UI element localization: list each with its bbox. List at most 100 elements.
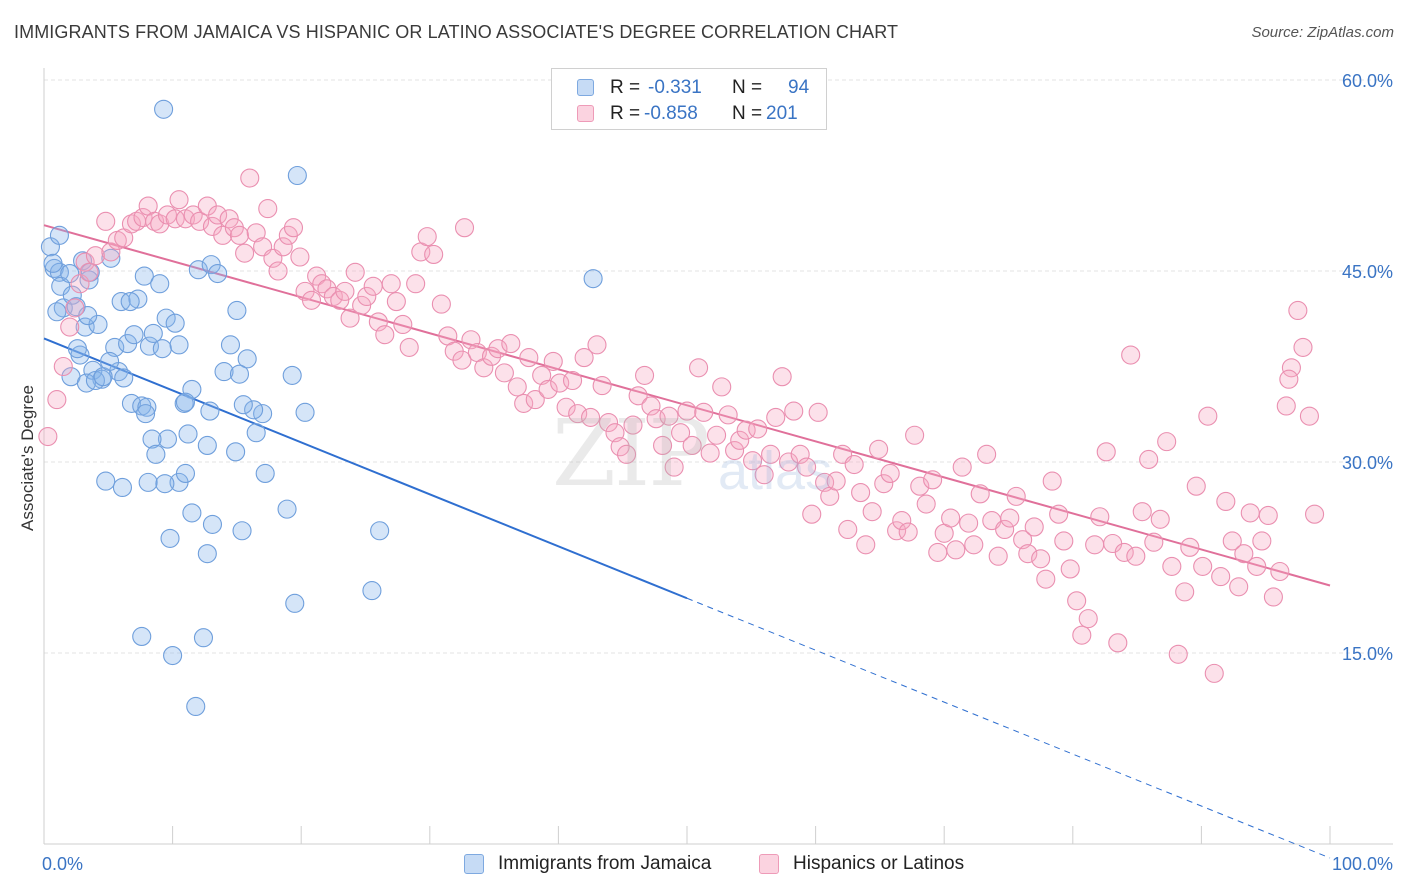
data-point-jamaica xyxy=(244,400,264,420)
data-point-hispanic xyxy=(1006,486,1026,506)
data-point-hispanic xyxy=(532,365,552,385)
data-point-hispanic xyxy=(761,444,781,464)
data-point-jamaica xyxy=(174,393,194,413)
data-point-hispanic xyxy=(330,290,350,310)
y-axis-label: Associate's Degree xyxy=(18,385,37,531)
data-point-hispanic xyxy=(694,402,714,422)
data-point-hispanic xyxy=(406,274,426,294)
data-point-jamaica xyxy=(128,289,148,309)
data-point-hispanic xyxy=(1121,345,1141,365)
data-point-hispanic xyxy=(208,205,228,225)
data-point-hispanic xyxy=(1247,556,1267,576)
data-point-hispanic xyxy=(65,298,85,318)
data-point-hispanic xyxy=(488,339,508,359)
data-point-hispanic xyxy=(543,351,563,371)
data-point-hispanic xyxy=(375,325,395,345)
data-point-hispanic xyxy=(797,457,817,477)
data-point-hispanic xyxy=(79,262,99,282)
data-point-jamaica xyxy=(157,429,178,449)
data-point-jamaica xyxy=(169,335,189,355)
data-point-jamaica xyxy=(202,514,223,534)
watermark-atlas: atlas xyxy=(718,441,833,501)
x-tick-label: 100.0% xyxy=(1332,854,1393,874)
data-point-jamaica xyxy=(583,269,603,289)
data-point-hispanic xyxy=(1132,502,1152,522)
data-point-jamaica xyxy=(182,503,202,523)
data-point-hispanic xyxy=(988,546,1008,566)
data-point-hispanic xyxy=(617,444,637,464)
data-point-jamaica xyxy=(96,471,116,491)
legend-row-hispanic: R = -0.858 N = 201 xyxy=(552,101,826,127)
data-point-hispanic xyxy=(808,402,828,422)
data-point-jamaica xyxy=(175,392,196,412)
data-point-hispanic xyxy=(1288,300,1308,321)
data-point-jamaica xyxy=(188,260,208,280)
data-point-hispanic xyxy=(283,218,304,238)
data-point-hispanic xyxy=(754,465,774,485)
data-point-jamaica xyxy=(233,395,253,415)
data-point-hispanic xyxy=(1299,406,1319,426)
data-point-hispanic xyxy=(592,376,612,396)
data-point-hispanic xyxy=(301,290,322,310)
data-point-jamaica xyxy=(120,292,140,312)
data-point-hispanic xyxy=(246,223,266,243)
data-point-hispanic xyxy=(85,246,105,266)
data-point-jamaica xyxy=(193,628,214,648)
legend-n-value: 201 xyxy=(766,103,798,124)
data-point-hispanic xyxy=(1024,517,1044,537)
data-point-jamaica xyxy=(43,253,63,273)
data-point-hispanic xyxy=(60,317,80,337)
data-point-hispanic xyxy=(525,390,545,410)
data-point-hispanic xyxy=(133,207,153,228)
data-point-hispanic xyxy=(165,209,185,229)
data-point-hispanic xyxy=(190,211,210,231)
data-point-hispanic xyxy=(677,401,697,421)
legend-n-value: 94 xyxy=(788,77,810,98)
data-point-hispanic xyxy=(1054,531,1074,551)
data-point-hispanic xyxy=(995,519,1015,540)
data-point-hispanic xyxy=(258,199,278,219)
data-point-hispanic xyxy=(474,358,494,378)
data-point-hispanic xyxy=(1139,449,1159,470)
data-point-hispanic xyxy=(235,243,255,263)
data-point-hispanic xyxy=(568,404,588,424)
data-point-hispanic xyxy=(335,281,355,301)
data-point-hispanic xyxy=(1049,504,1069,524)
data-point-hispanic xyxy=(700,443,720,463)
data-point-jamaica xyxy=(67,339,87,359)
data-point-hispanic xyxy=(481,346,502,366)
data-point-hispanic xyxy=(1126,546,1146,566)
data-point-hispanic xyxy=(1211,567,1231,587)
data-point-hispanic xyxy=(712,377,732,397)
data-point-hispanic xyxy=(96,211,116,231)
data-point-jamaica xyxy=(237,349,257,369)
legend-r-label: R = xyxy=(610,103,641,124)
tick-labels: 15.0% 30.0% 45.0% 60.0% 0.0% 100.0% xyxy=(42,71,1393,874)
data-point-hispanic xyxy=(1144,532,1164,552)
data-point-jamaica xyxy=(62,285,82,305)
legend-swatch-pink xyxy=(577,105,594,122)
chart-title: IMMIGRANTS FROM JAMAICA VS HISPANIC OR L… xyxy=(14,22,899,42)
data-point-jamaica xyxy=(142,429,162,449)
data-point-hispanic xyxy=(766,407,786,427)
data-point-hispanic xyxy=(38,426,58,447)
data-point-hispanic xyxy=(628,386,648,406)
data-point-jamaica xyxy=(124,325,144,345)
data-point-hispanic xyxy=(562,370,583,391)
data-point-hispanic xyxy=(240,168,260,188)
data-point-jamaica xyxy=(232,521,252,541)
data-point-hispanic xyxy=(101,242,121,262)
data-point-hispanic xyxy=(454,218,475,238)
data-point-hispanic xyxy=(290,247,310,267)
data-point-jamaica xyxy=(150,274,170,294)
data-point-hispanic xyxy=(1258,505,1278,526)
data-point-hispanic xyxy=(53,356,73,377)
data-point-jamaica xyxy=(255,463,275,484)
data-point-hispanic xyxy=(452,350,472,370)
data-point-hispanic xyxy=(1216,491,1236,512)
legend-r-label: R = xyxy=(610,77,641,98)
series-jamaica-points xyxy=(40,99,603,717)
watermark-zip: ZIP xyxy=(552,400,710,507)
data-point-hispanic xyxy=(1180,537,1200,557)
data-point-hispanic xyxy=(1085,535,1105,555)
